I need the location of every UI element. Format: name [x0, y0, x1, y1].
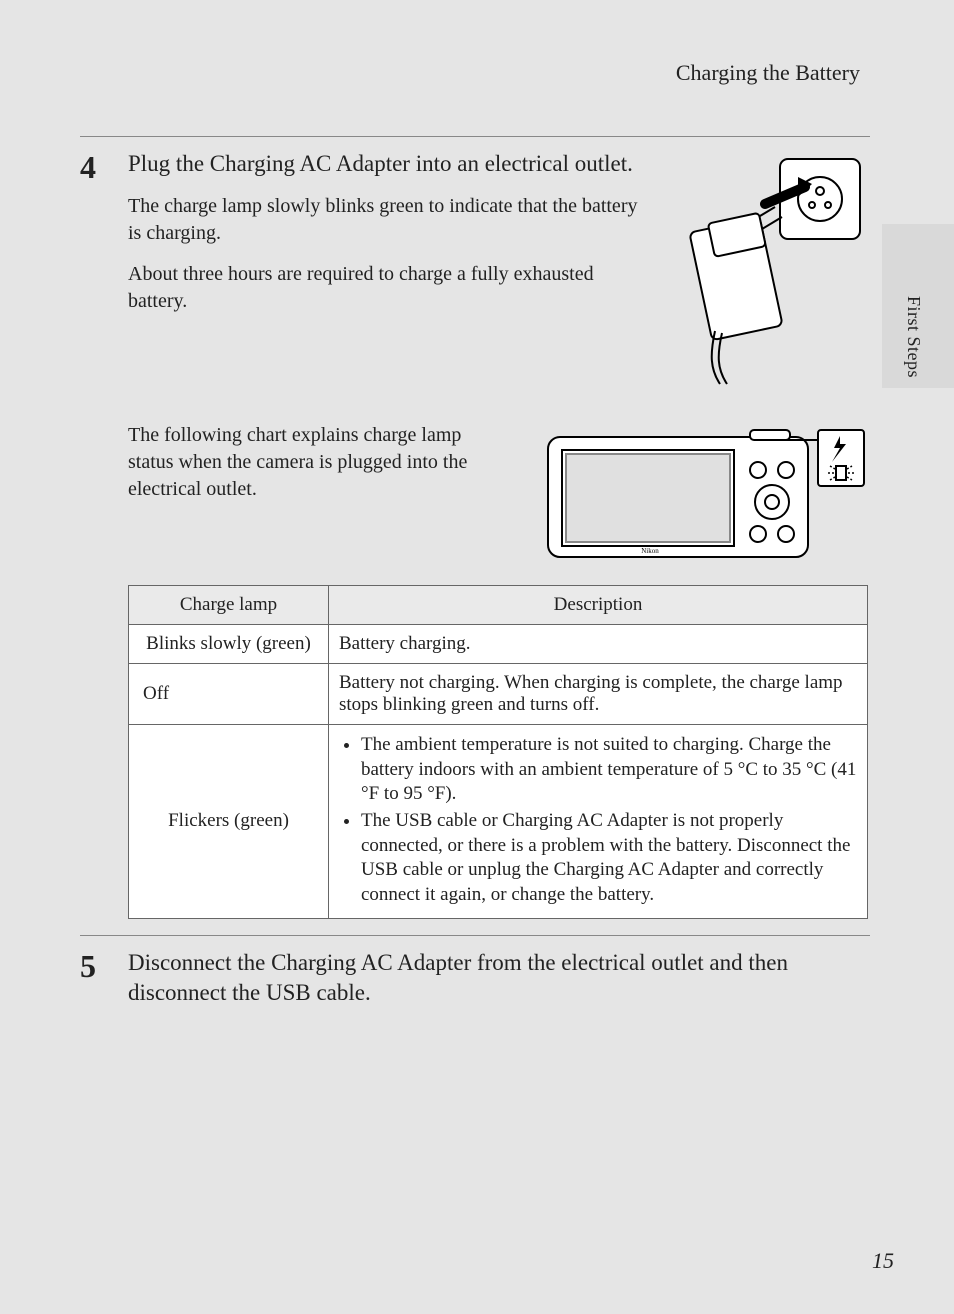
bullet-1: The USB cable or Charging AC Adapter is …: [361, 809, 857, 908]
cell-lamp-2: Flickers (green): [129, 725, 329, 919]
step-4-p3: The following chart explains charge lamp…: [128, 422, 488, 503]
step-4-title: Plug the Charging AC Adapter into an ele…: [128, 149, 650, 179]
bullet-0: The ambient temperature is not suited to…: [361, 733, 857, 807]
step-4-p2: About three hours are required to charge…: [128, 261, 650, 315]
th-charge-lamp: Charge lamp: [129, 586, 329, 625]
charge-lamp-table: Charge lamp Description Blinks slowly (g…: [128, 585, 868, 919]
step-4: 4 Plug the Charging AC Adapter into an e…: [80, 136, 870, 577]
table-row: Off Battery not charging. When charging …: [129, 664, 868, 725]
table-row: Blinks slowly (green) Battery charging.: [129, 625, 868, 664]
svg-text:Nikon: Nikon: [641, 547, 659, 555]
cell-lamp-0: Blinks slowly (green): [129, 625, 329, 664]
cell-desc-2: The ambient temperature is not suited to…: [329, 725, 868, 919]
content: Charging the Battery 4 Plug the Charging…: [80, 60, 870, 1026]
page-header: Charging the Battery: [80, 60, 870, 86]
step-4-body: Plug the Charging AC Adapter into an ele…: [128, 149, 870, 577]
table-row: Flickers (green) The ambient temperature…: [129, 725, 868, 919]
step-4-number: 4: [80, 149, 128, 183]
cell-desc-0: Battery charging.: [329, 625, 868, 664]
cell-lamp-1: Off: [129, 664, 329, 725]
step-5-number: 5: [80, 948, 128, 982]
step-5: 5 Disconnect the Charging AC Adapter fro…: [80, 935, 870, 1022]
th-description: Description: [329, 586, 868, 625]
side-tab-label: First Steps: [903, 296, 924, 378]
camera-illustration: Nikon: [540, 422, 870, 577]
page: First Steps Charging the Battery 4 Plug …: [0, 0, 954, 1314]
page-number: 15: [872, 1248, 894, 1274]
cell-desc-1: Battery not charging. When charging is c…: [329, 664, 868, 725]
adapter-illustration: [670, 149, 870, 404]
step-5-title: Disconnect the Charging AC Adapter from …: [128, 948, 870, 1008]
step-4-p1: The charge lamp slowly blinks green to i…: [128, 193, 650, 247]
